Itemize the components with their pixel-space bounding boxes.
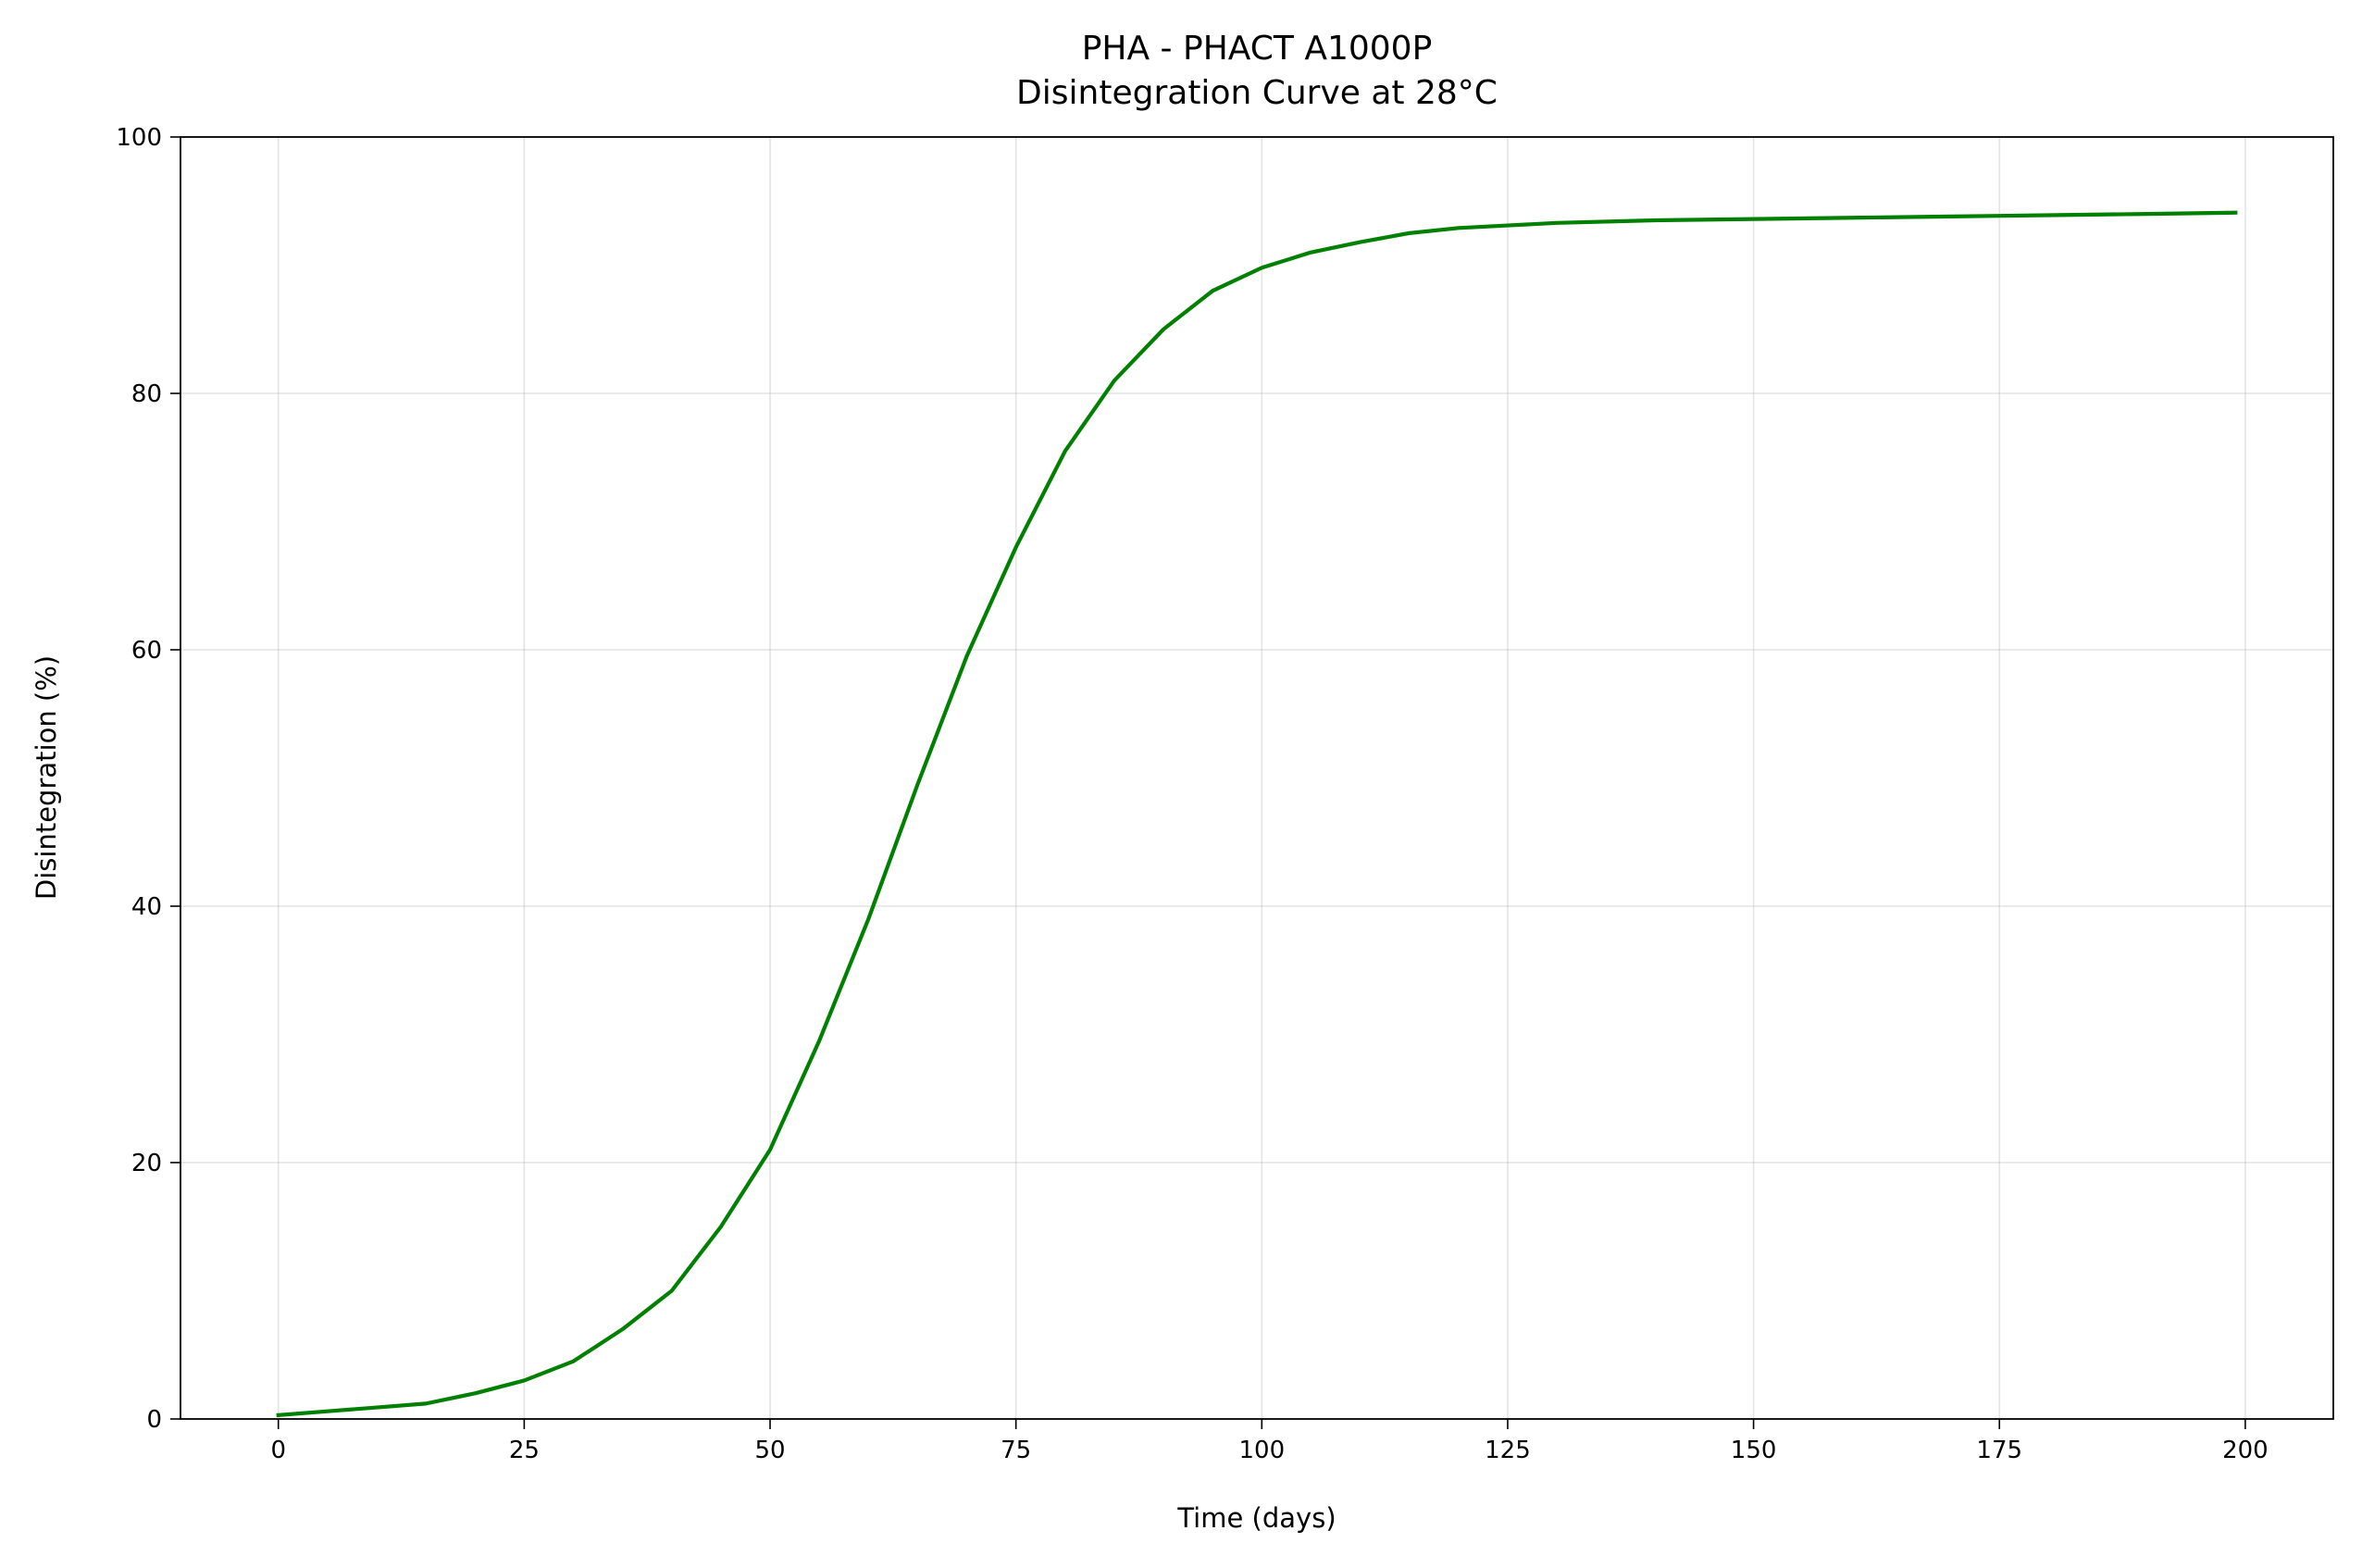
y-tick-label: 100 <box>116 124 162 152</box>
x-tick-label: 125 <box>1485 1437 1531 1464</box>
y-tick-label: 80 <box>131 380 162 408</box>
plot-frame <box>180 136 2334 1420</box>
y-tick-label: 0 <box>146 1406 162 1434</box>
x-axis-label: Time (days) <box>1176 1502 1336 1534</box>
chart-subtitle: Disintegration Curve at 28°C <box>1016 74 1498 112</box>
x-tick-label: 200 <box>2222 1437 2269 1464</box>
x-tick-label: 100 <box>1238 1437 1285 1464</box>
x-tick-label: 175 <box>1976 1437 2022 1464</box>
chart-title: PHA - PHACT A1000P <box>1082 30 1433 68</box>
x-tick-label: 0 <box>270 1437 286 1464</box>
y-axis-label: Disintegration (%) <box>31 655 62 900</box>
x-tick-label: 150 <box>1731 1437 1777 1464</box>
y-tick-label: 20 <box>131 1150 162 1177</box>
x-tick-label: 25 <box>509 1437 540 1464</box>
x-tick-label: 75 <box>1001 1437 1031 1464</box>
y-tick-label: 40 <box>131 893 162 921</box>
y-tick-label: 60 <box>131 637 162 665</box>
x-tick-label: 50 <box>754 1437 785 1464</box>
line <box>276 210 2238 1418</box>
